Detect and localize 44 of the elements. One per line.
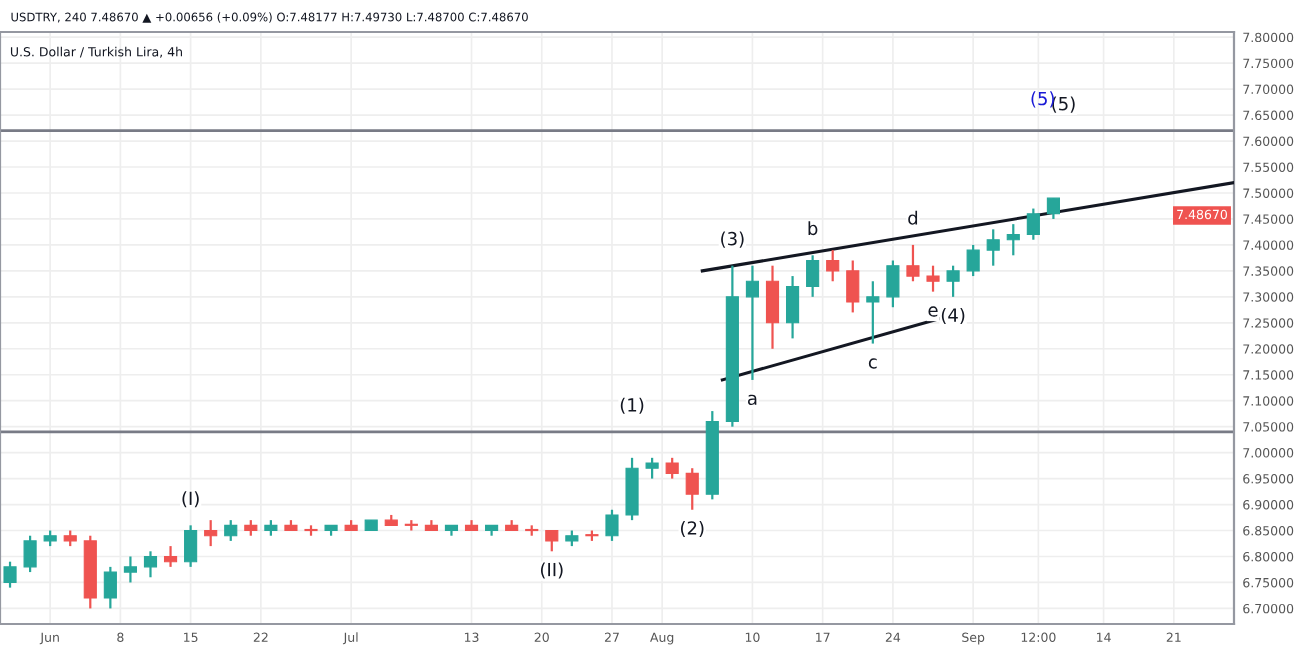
candlestick (163, 545, 178, 568)
candlestick (785, 274, 800, 340)
annotation: (4) (941, 307, 965, 325)
annotation: (I) (182, 491, 199, 508)
annotation: (II) (540, 562, 563, 579)
candlestick (946, 264, 960, 298)
candlestick (204, 519, 218, 548)
annotation: (1) (620, 397, 644, 414)
candlestick (966, 243, 980, 278)
candlestick (605, 508, 619, 543)
candlestick (143, 550, 158, 579)
candlestick (866, 280, 880, 345)
candlestick (123, 555, 137, 584)
candlestick (765, 264, 780, 350)
candlestick (1046, 197, 1060, 221)
annotation: d (908, 210, 918, 225)
candlestick (665, 456, 679, 480)
candlestick (3, 560, 17, 589)
annotation: c (868, 358, 877, 369)
candlestick (846, 259, 860, 314)
candlestick (625, 456, 639, 522)
candlestick (184, 524, 198, 568)
candlestick (926, 264, 940, 293)
candlestick (685, 467, 699, 511)
candlestick (224, 519, 238, 543)
candlestick (826, 249, 840, 283)
annotation: (2) (681, 520, 704, 537)
annotation: (3) (721, 231, 744, 248)
candlestick (103, 565, 117, 610)
candlestick (1006, 223, 1020, 257)
candlestick (906, 243, 920, 283)
candlestick (1026, 207, 1040, 241)
candlestick (886, 259, 900, 309)
candlestick (645, 456, 659, 480)
annotation: (5) (1031, 91, 1054, 108)
candlestick (986, 228, 1000, 267)
candlestick (23, 534, 37, 574)
annotation: (5) (1052, 96, 1075, 113)
annotation: a (747, 394, 757, 406)
annotation: e (928, 306, 938, 317)
annotation: b (808, 221, 818, 236)
candlestick (806, 254, 820, 298)
candlestick (745, 264, 760, 382)
candlestick (545, 529, 559, 553)
